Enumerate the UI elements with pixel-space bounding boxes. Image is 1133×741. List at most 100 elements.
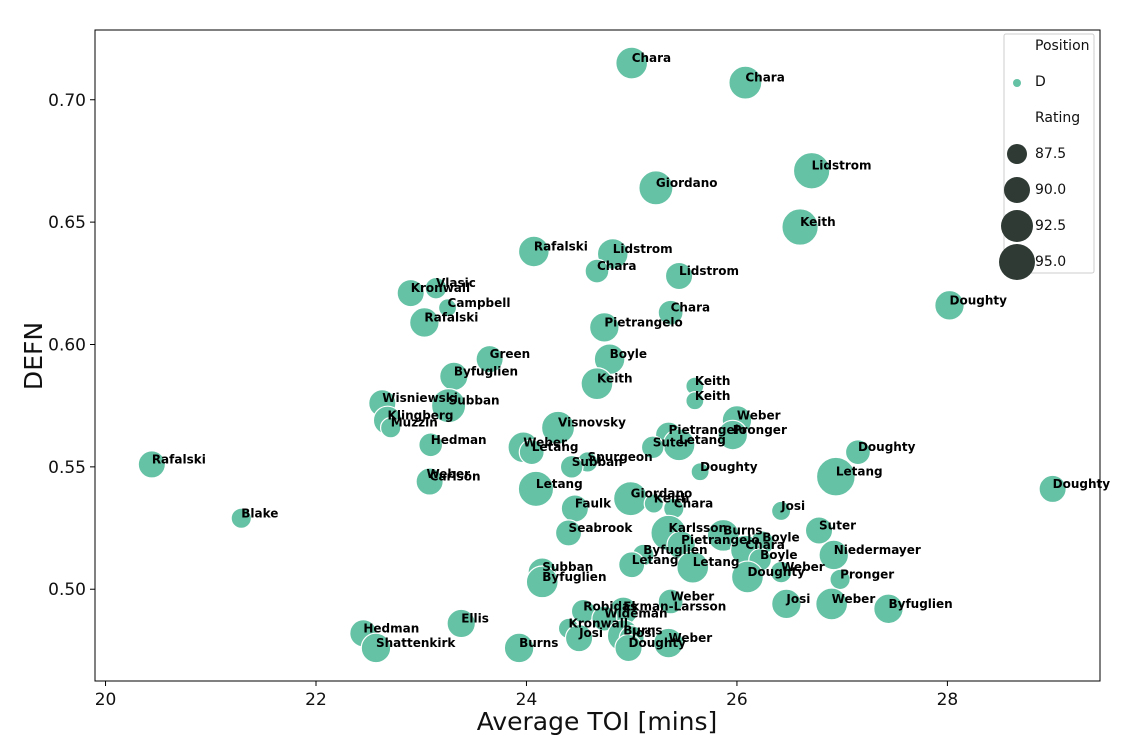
scatter-point [437,298,458,318]
scatter-point [769,560,793,584]
scatter-point [618,551,646,579]
point-label: Spurgeon [588,450,653,464]
point-label: Pronger [733,423,787,437]
point-label: Pietrangelo [681,533,759,547]
scatter-point [379,416,402,439]
point-label: Campbell [448,296,511,310]
point-label: Boyle [610,347,647,361]
scatter-point [653,627,684,659]
scatter-point [818,539,850,571]
point-label: Weber [781,560,825,574]
x-tick-label: 20 [95,690,117,710]
scatter-point [525,565,559,599]
point-label: Keith [800,215,836,229]
x-tick-label: 22 [305,690,327,710]
scatter-point [580,367,614,401]
scatter-point [430,388,467,424]
scatter-point [540,410,576,445]
point-label: Letang [532,440,579,454]
point-label: Wisniewski [382,391,458,405]
scatter-point [564,623,594,653]
point-label: Byfuglien [888,597,952,611]
point-label: Burns [519,636,558,650]
scatter-point [657,299,684,326]
axis-ticks: 20 22 24 26 28 0.50 0.55 0.60 0.65 0.70 [48,91,958,710]
point-label: Green [490,347,531,361]
point-label: Josi [780,499,805,513]
scatter-point [657,588,684,615]
scatter-point [690,462,710,482]
point-label: Chara [745,71,784,85]
scatter-point [591,605,618,632]
point-label: Letang [836,465,883,479]
point-label: Chara [674,496,713,510]
y-tick-label: 0.65 [48,213,86,233]
scatter-point [503,632,535,664]
scatter-point [614,633,643,663]
scatter-point [643,493,664,514]
point-label: Suter [653,435,690,449]
point-label: Hedman [431,433,487,447]
point-label: Niedermayer [834,543,921,557]
point-label: Josi [785,592,810,606]
point-label: Klingberg [388,408,454,422]
x-tick-label: 24 [516,690,538,710]
scatter-point [1038,474,1067,504]
point-label: Suter [819,518,856,532]
point-label: Seabrook [569,521,634,535]
point-label: Letang [693,555,740,569]
legend-size-marker-90 [1004,177,1030,203]
legend-hue-title: Position [1035,38,1090,54]
point-label: Weber [669,631,713,645]
point-label: Burns [723,523,762,537]
point-label: Chara [671,301,710,315]
point-label: Doughty [950,293,1008,307]
x-tick-label: 28 [937,690,959,710]
scatter-point [717,419,749,451]
point-label: Josi [578,626,603,640]
scatter-point [771,588,802,620]
point-label: Giordano [656,176,718,190]
point-label: Keith [654,492,690,506]
point-label: Chara [745,538,784,552]
point-label: Letang [679,433,726,447]
scatter-point [829,568,851,591]
point-label: Subban [572,455,623,469]
scatter-point [415,467,444,496]
scatter-point [475,344,504,374]
point-label: Doughty [1053,477,1111,491]
point-label: Blake [241,506,278,520]
scatter-point [588,312,620,343]
scatter-point [815,587,849,621]
point-label: Doughty [629,636,687,650]
legend-size-marker-87-5 [1007,144,1027,164]
scatter-point [559,454,584,479]
point-label: Letang [536,477,583,491]
point-label: Weber [426,467,470,481]
point-label: Chara [597,259,636,273]
scatter-point [137,450,167,479]
point-label: Byfuglien [454,364,518,378]
point-label: Keith [695,389,731,403]
scatter-point [518,439,545,466]
legend-size-label-90: 90.0 [1035,182,1066,198]
scatter-point [685,391,705,411]
point-label: Karlsson [669,521,728,535]
point-label: Lidstrom [613,242,673,256]
scatter-point [815,456,856,497]
point-label: Vlasic [436,276,476,290]
scatter-point [230,507,253,530]
scatter-point [676,550,710,584]
point-label: Doughty [858,440,916,454]
scatter-point [934,289,965,321]
scatter-point [554,519,583,547]
scatter-point [792,151,831,190]
point-label: Doughty [700,460,758,474]
y-tick-label: 0.55 [48,458,86,478]
point-label: Pietrangelo [669,423,747,437]
point-label: Muzzin [391,416,438,430]
point-label: Josi [631,626,656,640]
point-label: Weber [671,589,715,603]
scatter-point [873,593,904,625]
